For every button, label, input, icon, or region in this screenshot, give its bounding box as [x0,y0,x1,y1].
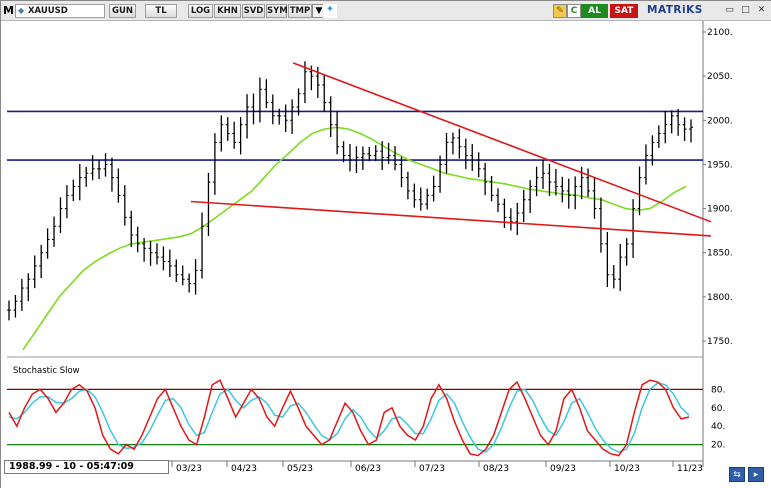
button-svd[interactable]: SVD [242,4,265,18]
price-tick-label: 1750. [707,337,733,347]
lower-trend-line [190,200,712,237]
brand-logo: MATRiKS [647,4,703,16]
stochastic-tick-label: 20. [711,441,725,451]
button-tmp[interactable]: TMP [288,4,312,18]
stochastic-d-line [8,382,690,453]
minimize-icon[interactable]: ▭ [725,5,734,15]
time-tick-label: 03/23 [176,464,202,474]
price-tick-label: 1950. [707,160,733,170]
time-tick-label: 09/23 [550,464,576,474]
price-bars [7,61,693,321]
period-button-gun[interactable]: GUN [109,4,136,18]
sell-button[interactable]: SAT [610,4,638,18]
edit-pencil-icon[interactable]: ✎ [553,4,567,18]
price-tick-label: 1800. [707,293,733,303]
symbol-field[interactable]: ◆ XAUUSD [15,4,105,18]
twitter-bird-icon[interactable]: ✦ [323,4,337,18]
currency-button-tl[interactable]: TL [145,4,177,18]
chart-canvas[interactable]: 2100. 2050. 2000. 1950. 1900. 1850. 1800. 1750.… [1,21,771,488]
maximize-icon[interactable]: □ [741,5,750,15]
price-tick-label: 2000. [707,116,733,126]
toolbar: M ◆ XAUUSD GUN TL LOG KHN SVD SYM TMP ▼ … [1,1,771,21]
symbol-list-icon: ◆ [18,6,25,15]
stochastic-tick-label: 40. [711,422,725,432]
price-time-readout: 1988.99 - 10 - 05:47:09 [4,460,169,474]
scale-button-log[interactable]: LOG [188,4,213,18]
button-sym[interactable]: SYM [266,4,288,18]
time-tick-label: 06/23 [355,464,381,474]
buy-button[interactable]: AL [581,4,608,18]
time-tick-label: 11/23 [677,464,703,474]
stochastic-tick-label: 60. [711,404,725,414]
stochastic-k-line [8,379,690,457]
price-tick-label: 1900. [707,205,733,215]
time-tick-label: 10/23 [614,464,640,474]
time-tick-label: 08/23 [483,464,509,474]
menu-m-label[interactable]: M [3,4,14,17]
trend-lines [190,62,712,237]
stochastic-label: Stochastic Slow [13,366,80,376]
price-tick-label: 2050. [707,72,733,82]
button-khn[interactable]: KHN [214,4,241,18]
time-tick-label: 07/23 [419,464,445,474]
stochastic-lines [8,379,690,457]
time-tick-label: 04/23 [231,464,257,474]
stochastic-levels [7,388,703,446]
scroll-sync-icon[interactable]: ⇆ [729,467,745,482]
scroll-end-icon[interactable]: ▸ [748,467,764,482]
descending-trend-line [292,62,712,223]
time-axis: 03/23 04/23 05/23 06/23 07/23 08/23 09/23 10/23… [171,461,703,474]
price-tick-label: 1850. [707,249,733,259]
time-tick-label: 05/23 [287,464,313,474]
refresh-icon[interactable]: C [567,4,581,18]
navigation-buttons: ⇆ ▸ [729,467,769,482]
stochastic-axis: 80. 60. 40. 20. [711,385,725,450]
price-tick-label: 2100. [707,28,733,38]
price-chart[interactable]: 2100. 2050. 2000. 1950. 1900. 1850. 1800. 1750.… [1,21,771,488]
close-icon[interactable]: ✕ [757,5,766,15]
stochastic-tick-label: 80. [711,385,725,395]
symbol-value: XAUUSD [28,6,68,16]
price-axis: 2100. 2050. 2000. 1950. 1900. 1850. 1800. 1750. [703,28,733,347]
